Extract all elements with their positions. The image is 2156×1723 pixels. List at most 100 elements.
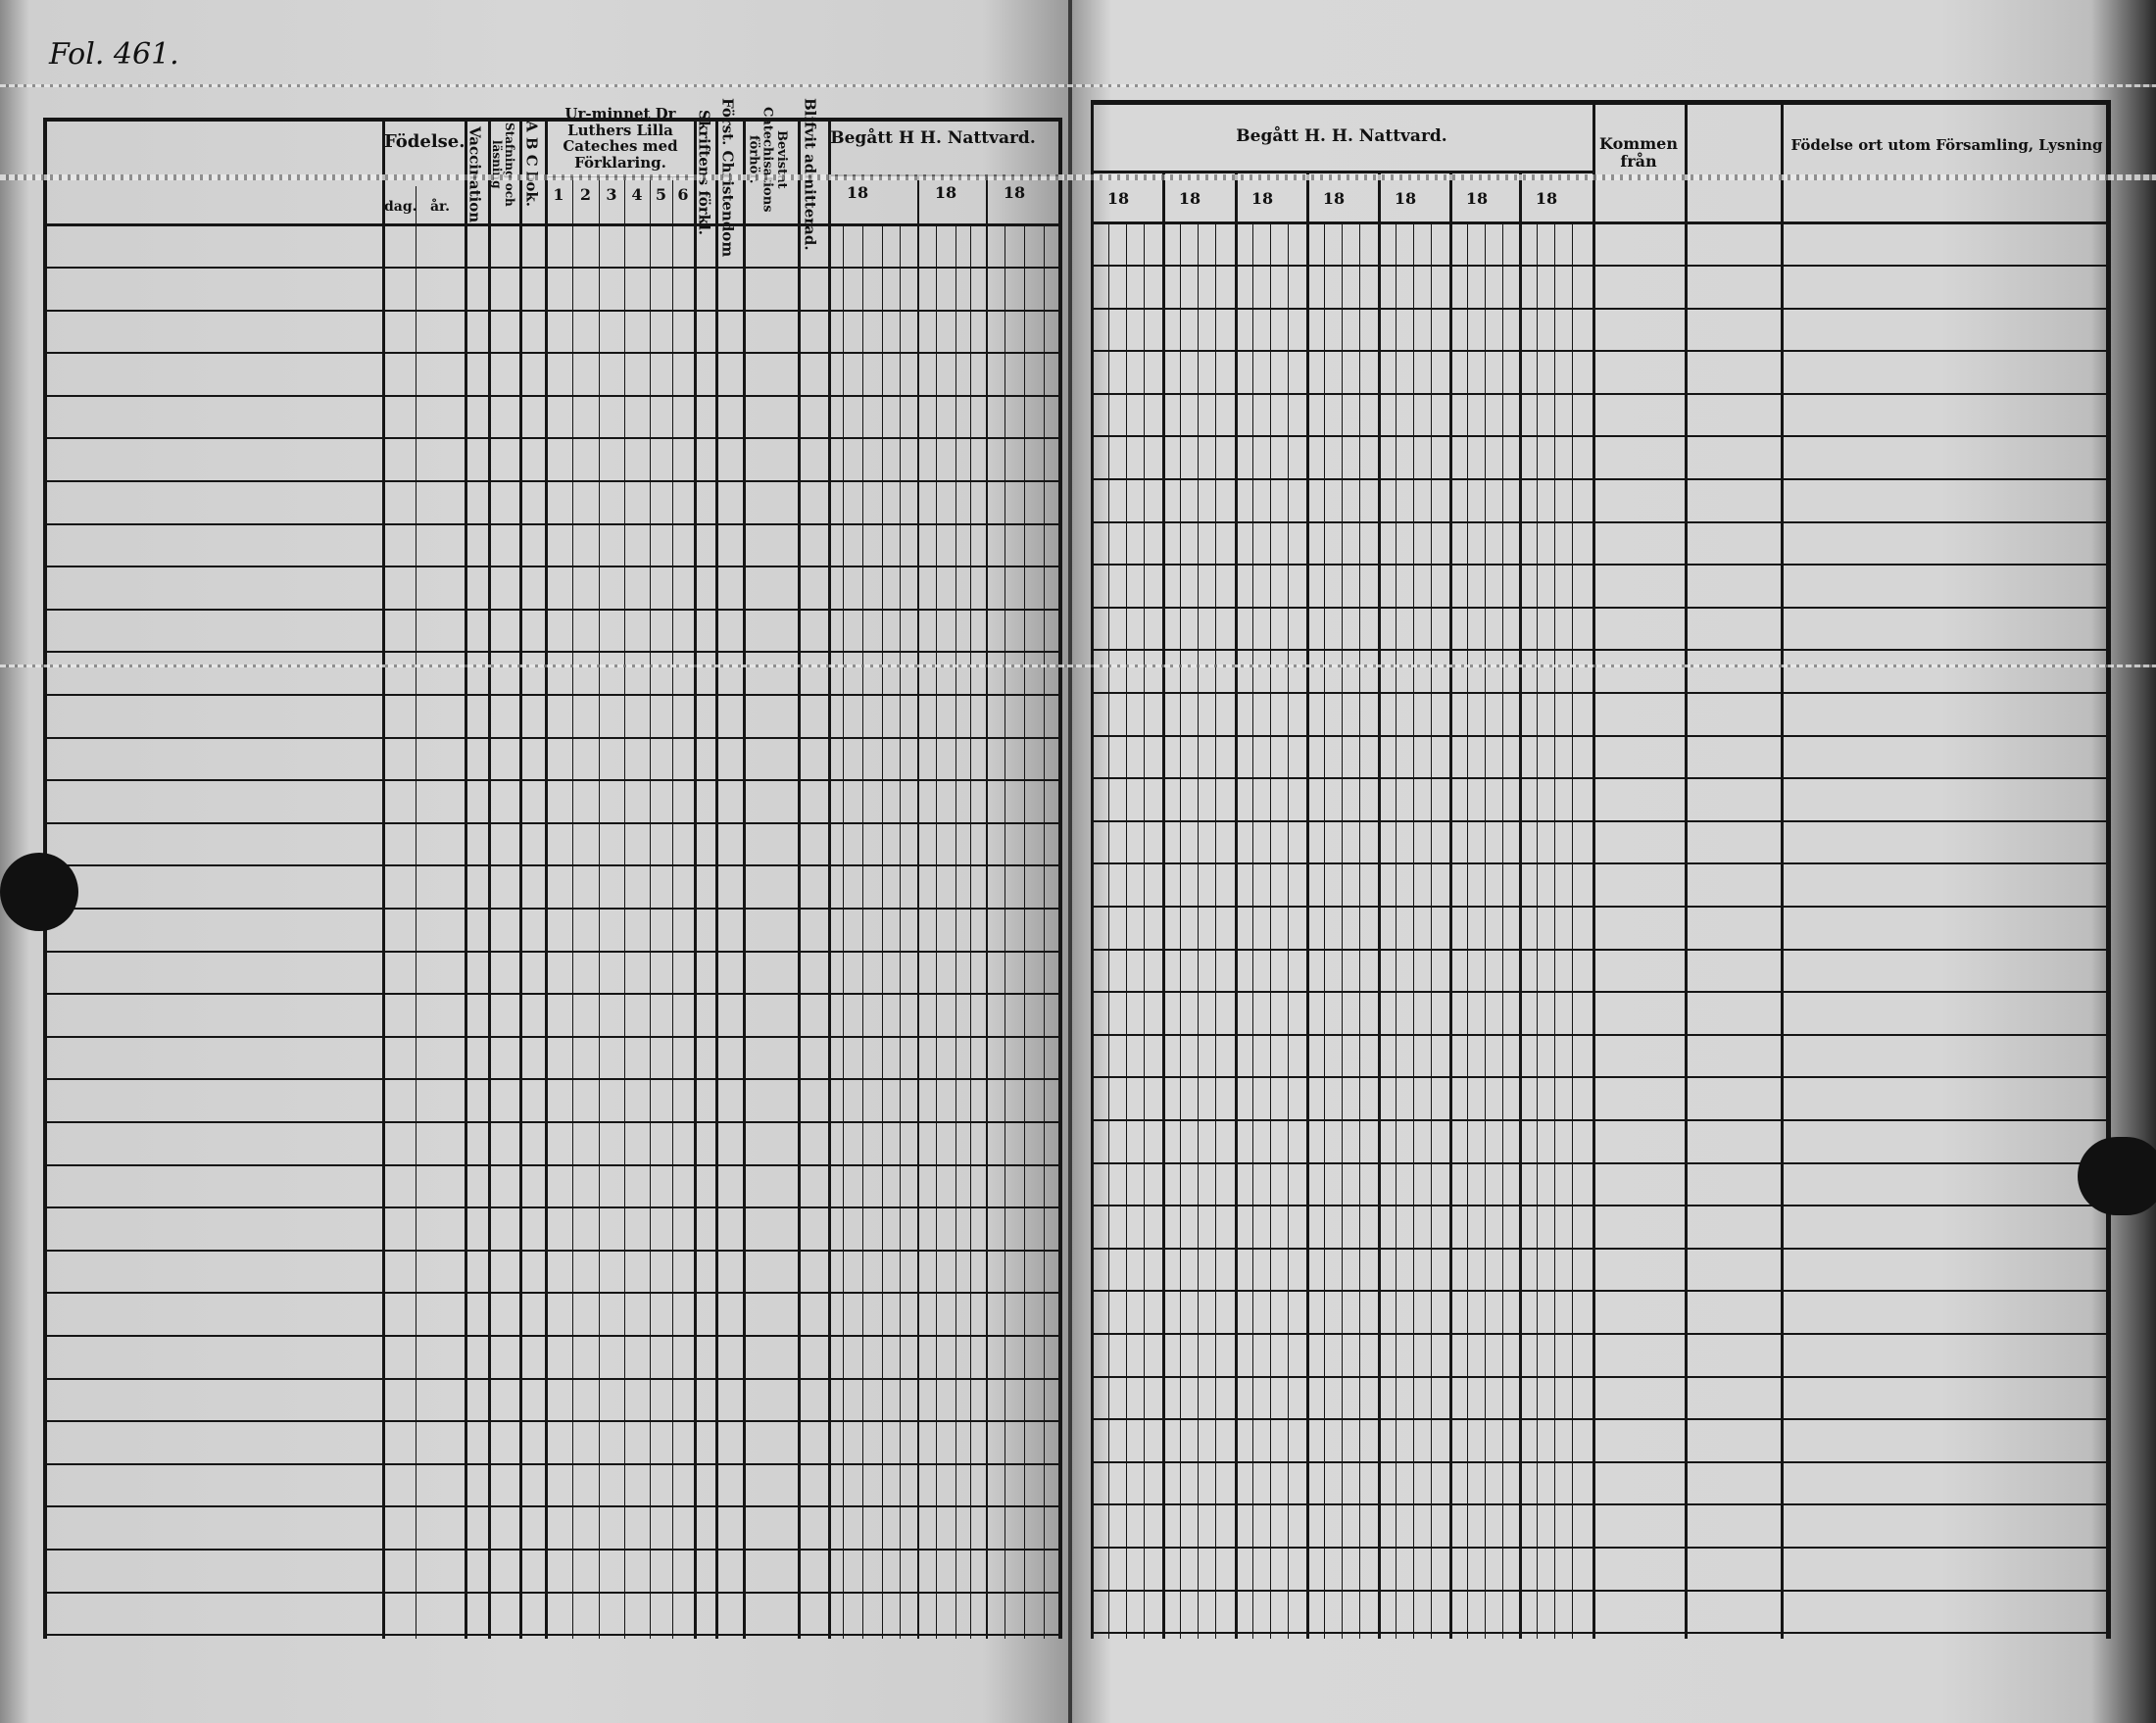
column-rule — [465, 118, 467, 1639]
row-rule — [1091, 350, 2111, 352]
column-rule-minor — [843, 223, 844, 1639]
year-label: 18 — [1003, 183, 1026, 202]
year-label: 18 — [1106, 189, 1130, 208]
row-rule — [43, 1206, 1062, 1208]
header-catechism: Ur-minnet Dr Luthers Lilla Cateches med … — [563, 105, 678, 172]
row-rule — [1091, 862, 2111, 864]
row-rule — [1091, 692, 2111, 694]
row-rule — [1091, 1590, 2111, 1592]
column-rule-minor — [599, 176, 600, 1639]
left-page — [0, 0, 1068, 1723]
table-right-border — [1058, 118, 1062, 1639]
column-rule-minor — [1004, 223, 1005, 1639]
column-rule — [1235, 171, 1238, 1639]
column-rule-minor — [650, 176, 651, 1639]
header-nattvard-left: Begått H H. Nattvard. — [830, 128, 1036, 148]
row-rule — [43, 1078, 1062, 1080]
column-rule — [694, 118, 697, 1639]
row-rule — [43, 694, 1062, 696]
column-rule-minor — [1108, 222, 1109, 1639]
row-rule — [1091, 1034, 2111, 1036]
column-rule-minor — [1270, 222, 1271, 1639]
header-christendom: Först. Christendom — [718, 98, 737, 258]
row-rule — [1091, 777, 2111, 779]
header-kommen: Kommen från — [1599, 134, 1678, 171]
row-rule — [1091, 521, 2111, 523]
row-rule — [1091, 1119, 2111, 1121]
table-left-border — [1091, 100, 1094, 1639]
row-rule — [43, 310, 1062, 312]
row-rule — [1091, 991, 2111, 993]
catechism-part-number: 6 — [677, 185, 689, 204]
header-stafning: Stafning och läsning — [489, 123, 516, 207]
column-rule-minor — [1537, 222, 1538, 1639]
catechism-part-number: 1 — [553, 185, 564, 204]
column-rule-minor — [1413, 222, 1414, 1639]
row-rule — [43, 1592, 1062, 1594]
scan-artifact — [0, 84, 2156, 87]
row-rule — [1091, 820, 2111, 822]
header-fodelseort: Födelse ort utom Församling, Lysning — [1790, 137, 2103, 154]
row-rule — [43, 1121, 1062, 1123]
row-rule — [43, 395, 1062, 397]
column-rule-minor — [1024, 223, 1025, 1639]
column-rule-minor — [1126, 222, 1127, 1639]
row-rule — [1091, 1376, 2111, 1378]
column-rule-minor — [900, 223, 901, 1639]
row-rule — [1091, 1418, 2111, 1420]
header-skriftens: Skriftens förkl. — [695, 110, 713, 235]
column-rule — [1592, 100, 1595, 1639]
column-rule-minor — [1467, 222, 1468, 1639]
column-rule-minor — [1359, 222, 1360, 1639]
row-rule — [1091, 649, 2111, 651]
row-rule — [43, 1164, 1062, 1166]
header-catechisation: Bevistat Catechisations förhör. — [746, 106, 789, 213]
header-bottom-rule — [43, 223, 1062, 226]
column-rule-minor — [862, 223, 863, 1639]
row-rule — [43, 267, 1062, 269]
row-rule — [1091, 906, 2111, 908]
column-rule — [828, 118, 831, 1639]
column-rule-minor — [1554, 222, 1555, 1639]
column-rule-minor — [1198, 222, 1199, 1639]
column-rule — [519, 118, 522, 1639]
catechism-part-number: 4 — [631, 185, 643, 204]
column-rule — [1378, 171, 1381, 1639]
row-rule — [43, 1378, 1062, 1380]
column-rule-minor — [1288, 222, 1289, 1639]
row-rule — [43, 523, 1062, 525]
header-dag: dag. — [384, 199, 417, 215]
column-rule-minor — [1324, 222, 1325, 1639]
header-ar: år. — [429, 199, 451, 215]
year-label: 18 — [1465, 189, 1489, 208]
row-rule — [43, 737, 1062, 739]
column-rule — [1162, 171, 1165, 1639]
row-rule — [43, 1463, 1062, 1465]
row-rule — [43, 1549, 1062, 1551]
column-rule-minor — [1252, 222, 1253, 1639]
catechism-part-number: 2 — [579, 185, 592, 204]
header-nattvard-right: Begått H. H. Nattvard. — [1236, 126, 1447, 146]
column-rule-minor — [1502, 222, 1503, 1639]
year-label: 18 — [1394, 189, 1417, 208]
row-rule — [1091, 949, 2111, 951]
catechism-part-number: 5 — [655, 185, 667, 204]
column-rule-minor — [936, 223, 937, 1639]
header-fodelse: Födelse. — [384, 131, 466, 152]
column-rule-minor — [672, 176, 673, 1639]
row-rule — [43, 1292, 1062, 1294]
row-rule — [1091, 1290, 2111, 1292]
column-rule — [715, 118, 718, 1639]
column-rule — [1306, 171, 1309, 1639]
year-label: 18 — [1535, 189, 1558, 208]
row-rule — [43, 993, 1062, 995]
column-rule-minor — [1215, 222, 1216, 1639]
row-rule — [1091, 1333, 2111, 1335]
row-rule — [43, 437, 1062, 439]
row-rule — [1091, 265, 2111, 267]
column-rule-minor — [624, 176, 625, 1639]
row-rule — [43, 1036, 1062, 1038]
year-label: 18 — [1322, 189, 1346, 208]
column-rule — [1685, 100, 1688, 1639]
row-rule — [1091, 1632, 2111, 1634]
